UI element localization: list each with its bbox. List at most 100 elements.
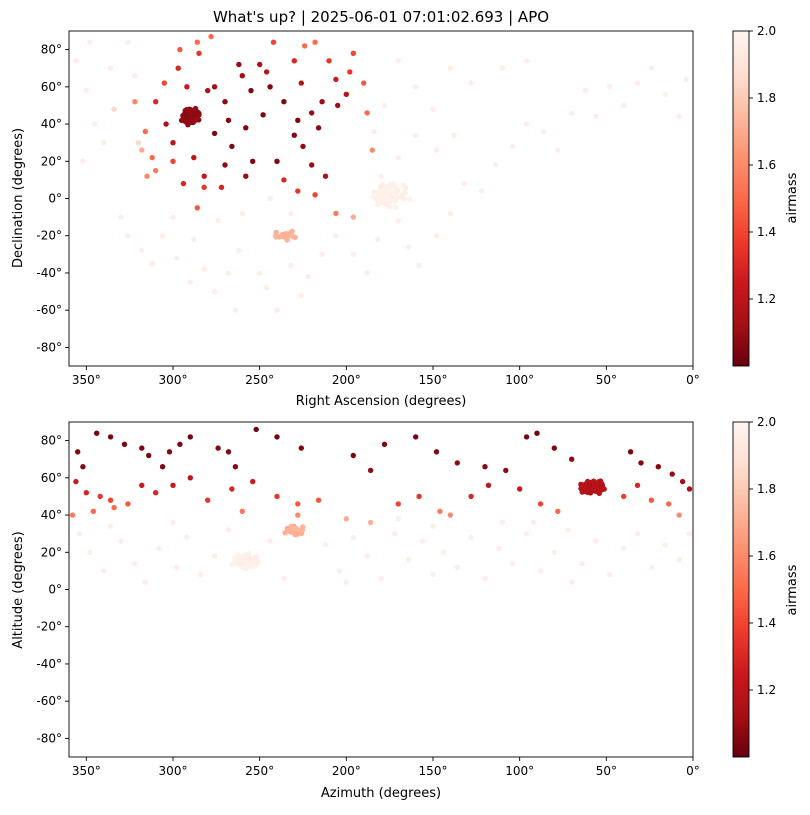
data-point [503,467,509,474]
cluster-point [388,187,395,193]
data-point [90,508,97,514]
data-point [364,110,370,116]
data-point [309,162,315,168]
data-point [537,501,544,507]
data-point [187,475,193,481]
data-point [170,140,176,146]
colorbar-tick-label: 1.2 [757,683,776,697]
faint-point [430,523,436,529]
data-point [215,445,221,451]
faint-point [451,132,457,138]
faint-point [406,244,412,250]
data-point [142,128,148,135]
faint-point [139,247,145,254]
cluster-point [187,109,194,115]
faint-point [142,579,148,585]
data-point [80,464,86,470]
faint-point [239,210,245,217]
data-point [177,46,183,53]
faint-point [378,173,384,179]
data-point [69,512,76,518]
faint-point [430,106,436,112]
faint-point [433,233,440,239]
faint-point [555,147,561,153]
data-point [201,184,207,190]
data-point [281,99,287,105]
faint-point [395,218,401,224]
faint-point [378,575,384,581]
faint-point [541,128,547,135]
data-point [166,449,173,455]
faint-point [510,143,516,150]
cluster-point [398,194,404,200]
colorbar-bottom-gradient [732,421,750,758]
cluster-point [387,204,393,210]
sky-alt-az-panel: 350° 300° 250° 200° 150° 100° 50° 0° -80° -60° -40… [11,415,800,801]
data-point [369,147,375,153]
faint-point [634,80,641,86]
data-point [175,65,181,71]
faint-point [101,568,107,574]
cluster-point [294,531,301,537]
faint-point [395,58,401,64]
faint-point [381,102,388,109]
data-point [555,508,561,514]
faint-point [433,147,440,153]
faint-point [510,560,516,567]
faint-point [395,154,401,161]
cluster-point [587,490,594,496]
x-tick-label: 350° [72,373,101,387]
faint-point [319,251,325,257]
faint-point [156,545,162,552]
cluster-point [406,196,413,202]
data-point [627,449,634,455]
data-point [135,140,141,146]
faint-point [662,542,668,548]
cluster-point [273,234,279,240]
data-point [638,460,644,466]
faint-point [371,128,377,135]
data-point [468,493,474,500]
faint-point [621,102,627,109]
faint-point [92,121,98,127]
faint-point [395,516,401,522]
faint-point [683,76,689,83]
colorbar-tick-label: 1.8 [757,91,776,105]
cluster-point [597,478,604,484]
data-point [413,434,419,440]
faint-point [350,251,356,257]
y-tick-label: 20° [41,545,62,559]
faint-point [87,549,93,555]
cluster-point [239,561,245,567]
cluster-point [178,117,185,124]
faint-point [215,218,221,224]
cluster-point [291,526,297,532]
y-tick-label: 60° [41,471,62,485]
faint-point [416,262,422,269]
x-tick-label: 150° [419,373,448,387]
faint-point [551,549,557,555]
alt-az-plot-frame [68,421,694,758]
data-point [248,87,254,94]
data-point [250,158,256,164]
y-tick-label: -40° [36,657,62,671]
data-point [295,117,301,124]
data-point [153,99,159,105]
faint-point [225,527,232,533]
faint-point [267,195,273,202]
data-point [194,205,200,211]
data-point [298,80,304,86]
data-point [211,84,218,90]
y-tick-label: -20° [36,620,62,634]
cluster-point [378,183,384,190]
cluster-point [290,233,296,240]
colorbar-top-label: airmass [785,172,800,223]
faint-point [496,545,502,552]
data-point [381,441,388,447]
data-point [232,464,239,470]
faint-point [132,560,138,567]
data-point [315,497,322,503]
data-point [298,445,304,451]
x-tick-label: 50° [596,373,617,387]
faint-point [191,236,197,243]
